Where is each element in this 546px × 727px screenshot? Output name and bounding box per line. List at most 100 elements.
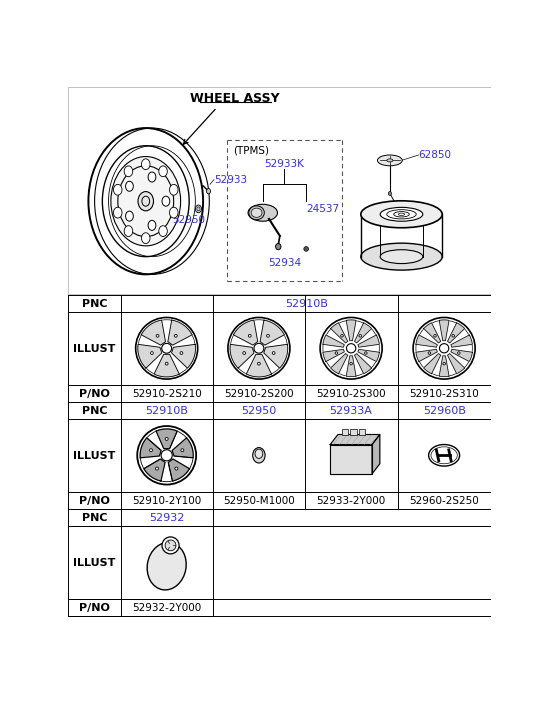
Ellipse shape — [388, 192, 391, 196]
Polygon shape — [354, 323, 372, 343]
Ellipse shape — [126, 181, 133, 191]
Ellipse shape — [272, 352, 275, 355]
Bar — [342, 429, 348, 435]
Ellipse shape — [141, 159, 150, 169]
Polygon shape — [331, 353, 348, 374]
Text: 52910B: 52910B — [145, 406, 188, 416]
Ellipse shape — [111, 156, 181, 246]
Bar — [213, 510, 491, 526]
Polygon shape — [330, 435, 380, 444]
Ellipse shape — [350, 363, 352, 365]
Polygon shape — [172, 438, 193, 458]
Polygon shape — [140, 438, 161, 458]
Polygon shape — [141, 320, 165, 345]
Ellipse shape — [156, 334, 159, 337]
Ellipse shape — [181, 449, 184, 451]
Polygon shape — [448, 353, 465, 374]
Ellipse shape — [458, 352, 460, 354]
Text: 52910-2S310: 52910-2S310 — [410, 389, 479, 398]
Ellipse shape — [335, 352, 337, 354]
Bar — [351, 429, 357, 435]
Ellipse shape — [156, 467, 158, 470]
Ellipse shape — [169, 207, 178, 218]
Text: 52910-2S210: 52910-2S210 — [132, 389, 201, 398]
Ellipse shape — [248, 334, 251, 337]
Text: PNC: PNC — [82, 513, 108, 523]
Ellipse shape — [253, 448, 265, 463]
Ellipse shape — [440, 344, 449, 353]
Text: 52933: 52933 — [214, 174, 247, 185]
Ellipse shape — [114, 185, 122, 195]
Ellipse shape — [165, 438, 168, 441]
Ellipse shape — [147, 542, 186, 590]
Text: 52910-2S300: 52910-2S300 — [316, 389, 386, 398]
Ellipse shape — [150, 449, 152, 451]
Text: 52934: 52934 — [268, 258, 301, 268]
Text: PNC: PNC — [82, 299, 108, 308]
Polygon shape — [331, 323, 348, 343]
Ellipse shape — [162, 196, 170, 206]
Text: 52950: 52950 — [172, 215, 205, 225]
Text: 52910-2S200: 52910-2S200 — [224, 389, 294, 398]
Bar — [213, 600, 491, 616]
Ellipse shape — [159, 225, 167, 236]
Ellipse shape — [148, 172, 156, 182]
Polygon shape — [264, 345, 288, 368]
Ellipse shape — [377, 155, 402, 166]
Ellipse shape — [249, 206, 264, 220]
Text: P/NO: P/NO — [79, 389, 110, 398]
Text: 52960-2S250: 52960-2S250 — [410, 496, 479, 506]
Ellipse shape — [452, 334, 454, 337]
Polygon shape — [330, 444, 372, 474]
Ellipse shape — [124, 225, 133, 236]
Polygon shape — [171, 345, 195, 368]
Ellipse shape — [138, 192, 153, 211]
Ellipse shape — [443, 363, 446, 365]
Polygon shape — [323, 350, 345, 361]
Polygon shape — [234, 320, 258, 345]
Ellipse shape — [359, 334, 361, 337]
Ellipse shape — [180, 352, 183, 355]
Ellipse shape — [304, 246, 308, 252]
Ellipse shape — [206, 188, 210, 194]
Polygon shape — [451, 335, 472, 348]
Text: 52932-2Y000: 52932-2Y000 — [132, 603, 201, 613]
Ellipse shape — [248, 204, 277, 221]
Ellipse shape — [341, 334, 343, 337]
Bar — [359, 429, 365, 435]
Text: 52932: 52932 — [149, 513, 185, 523]
Ellipse shape — [243, 352, 246, 355]
Text: 24537: 24537 — [306, 204, 339, 214]
Ellipse shape — [159, 166, 167, 177]
Polygon shape — [358, 350, 379, 361]
Ellipse shape — [254, 343, 264, 353]
Polygon shape — [424, 323, 441, 343]
Text: (TPMS): (TPMS) — [233, 145, 269, 156]
Polygon shape — [323, 335, 345, 348]
Ellipse shape — [162, 537, 179, 554]
Text: 52950-M1000: 52950-M1000 — [223, 496, 295, 506]
Polygon shape — [416, 335, 437, 348]
Text: P/NO: P/NO — [79, 496, 110, 506]
Text: ILLUST: ILLUST — [73, 344, 116, 353]
Polygon shape — [372, 435, 380, 474]
Polygon shape — [346, 356, 356, 377]
Text: ILLUST: ILLUST — [73, 451, 116, 461]
Ellipse shape — [365, 352, 367, 354]
Polygon shape — [358, 335, 379, 348]
Ellipse shape — [151, 352, 153, 355]
Ellipse shape — [175, 467, 178, 470]
Polygon shape — [156, 429, 177, 449]
Ellipse shape — [141, 233, 150, 244]
Ellipse shape — [114, 207, 122, 218]
Polygon shape — [448, 323, 465, 343]
Polygon shape — [168, 320, 192, 345]
Ellipse shape — [195, 205, 201, 213]
Ellipse shape — [162, 343, 171, 353]
Ellipse shape — [361, 201, 442, 228]
Text: 52933-2Y000: 52933-2Y000 — [317, 496, 386, 506]
Ellipse shape — [347, 344, 356, 353]
Polygon shape — [138, 345, 162, 368]
Text: 52933K: 52933K — [265, 159, 305, 169]
Ellipse shape — [387, 159, 393, 162]
